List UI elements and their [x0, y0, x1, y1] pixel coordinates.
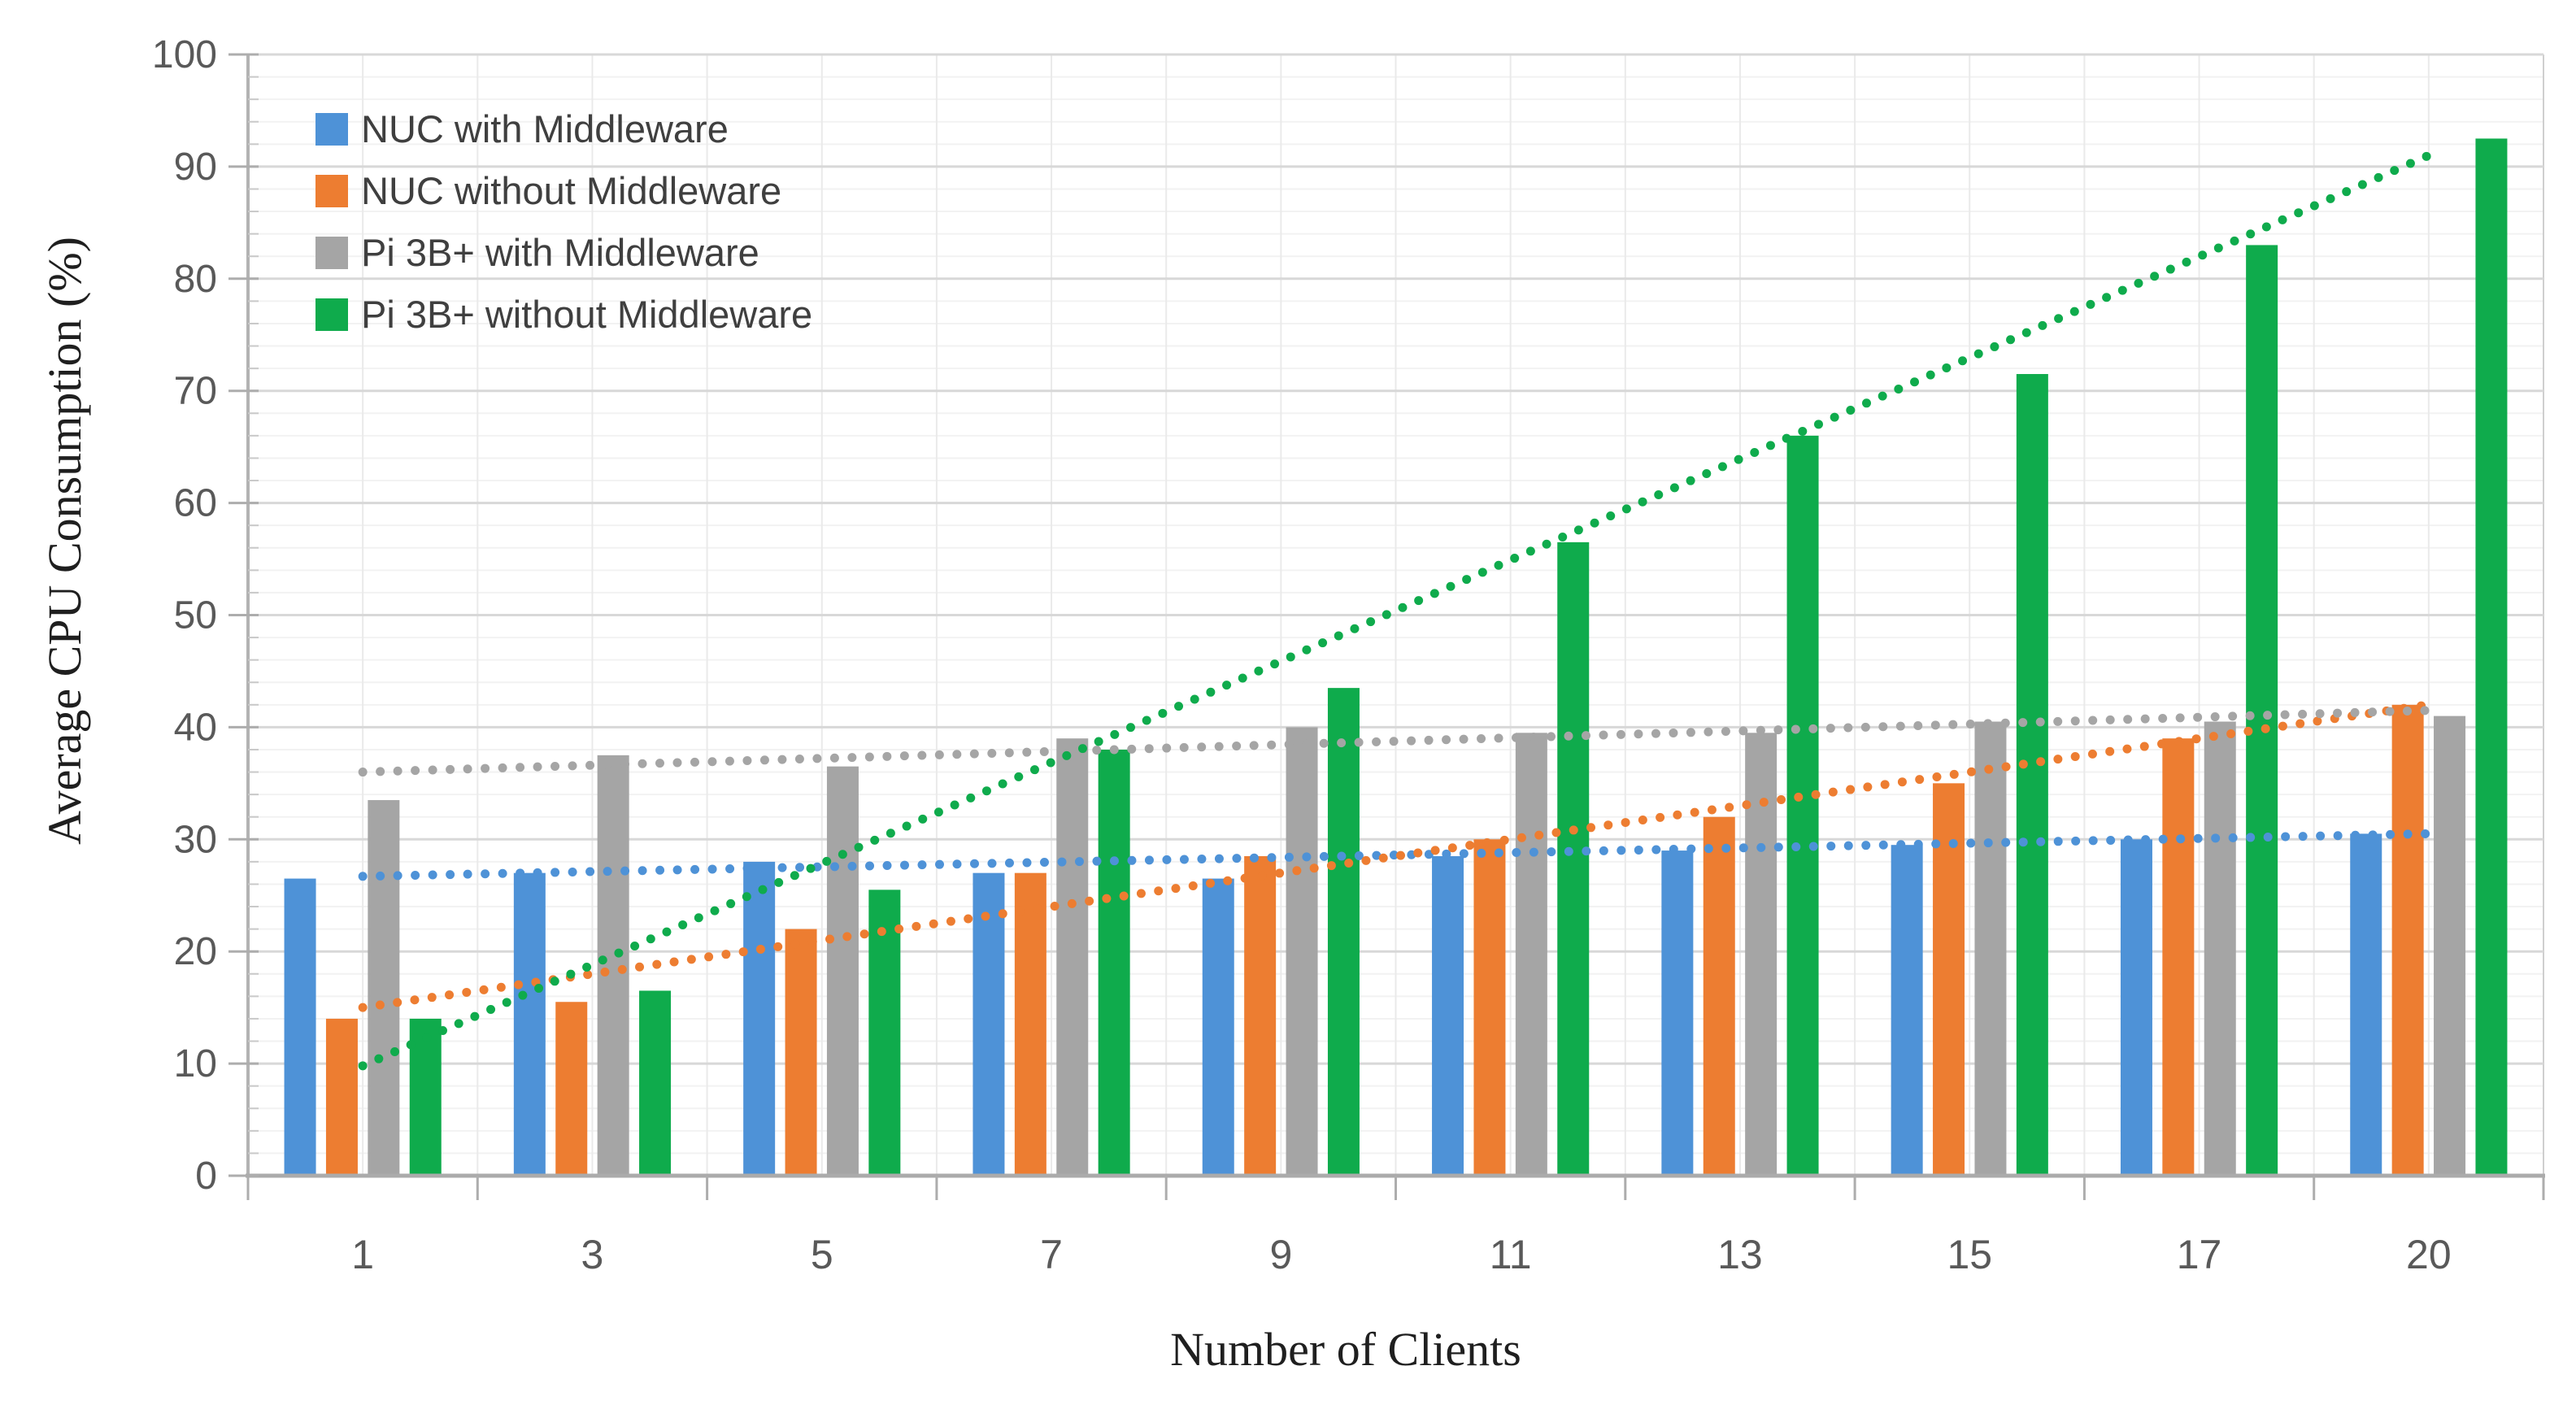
y-tick-label: 70 [174, 370, 217, 413]
y-tick-label: 30 [174, 818, 217, 861]
y-tick-label: 40 [174, 706, 217, 749]
bar-11-s1 [1473, 839, 1506, 1176]
trendline-s0 [358, 829, 2434, 881]
bar-9-s2 [1286, 727, 1318, 1176]
y-tick-label: 50 [174, 594, 217, 637]
bar-1-s2 [368, 800, 400, 1176]
bar-20-s0 [2350, 833, 2382, 1176]
legend-item: NUC without Middleware [315, 172, 812, 210]
legend-swatch-nuc-with-middleware [315, 113, 348, 146]
bar-5-s2 [826, 766, 859, 1176]
x-tick-label: 5 [811, 1232, 833, 1277]
legend-label: Pi 3B+ without Middleware [361, 293, 813, 336]
bar-9-s3 [1327, 688, 1360, 1176]
bar-11-s0 [1432, 855, 1464, 1176]
legend-swatch-pi3b-without-middleware [315, 298, 348, 331]
legend-item: NUC with Middleware [315, 107, 812, 150]
y-tick-label: 60 [174, 482, 217, 525]
legend-item: Pi 3B+ without Middleware [315, 293, 813, 336]
bar-3-s1 [555, 1002, 588, 1176]
bar-20-s3 [2475, 138, 2508, 1176]
bar-5-s1 [785, 929, 817, 1176]
x-axis-title: Number of Clients [1170, 1323, 1521, 1376]
bar-1-s1 [325, 1018, 358, 1176]
bar-3-s2 [597, 755, 629, 1176]
bar-15-s1 [1933, 783, 1965, 1176]
trendline-s2 [358, 706, 2434, 777]
legend-label: NUC with Middleware [361, 107, 729, 150]
legend-swatch-pi3b-with-middleware [315, 237, 348, 269]
bar-15-s2 [1974, 721, 2007, 1176]
legend-label: Pi 3B+ with Middleware [361, 231, 759, 274]
legend-label: NUC without Middleware [361, 169, 782, 212]
bar-7-s2 [1056, 738, 1089, 1176]
legend: NUC with Middleware NUC without Middlewa… [315, 107, 813, 358]
x-tick-label: 7 [1040, 1232, 1063, 1277]
bar-5-s3 [868, 890, 901, 1176]
bar-20-s2 [2434, 716, 2466, 1176]
bar-11-s2 [1515, 733, 1547, 1176]
bar-3-s3 [639, 990, 672, 1176]
x-tick-label: 3 [581, 1232, 604, 1277]
x-tick-label: 1 [351, 1232, 374, 1277]
bar-13-s3 [1786, 435, 1819, 1176]
bar-3-s0 [513, 872, 546, 1176]
x-tick-label: 17 [2177, 1232, 2222, 1277]
bar-17-s3 [2246, 245, 2278, 1177]
bar-5-s0 [743, 861, 776, 1176]
x-tick-label: 15 [1947, 1232, 1992, 1277]
bar-17-s1 [2162, 738, 2195, 1176]
bar-7-s3 [1098, 749, 1130, 1176]
bar-11-s3 [1557, 542, 1590, 1176]
x-tick-label: 13 [1717, 1232, 1763, 1277]
y-tick-label: 20 [174, 930, 217, 973]
x-tick-label: 11 [1490, 1232, 1532, 1277]
trendline-s1 [358, 700, 2434, 1012]
bar-7-s0 [973, 872, 1005, 1176]
y-tick-label: 10 [174, 1042, 217, 1085]
legend-item: Pi 3B+ with Middleware [315, 231, 812, 274]
y-tick-label: 80 [174, 258, 217, 301]
bar-17-s2 [2204, 721, 2236, 1176]
bar-15-s0 [1891, 845, 1923, 1176]
x-tick-label: 20 [2406, 1232, 2452, 1277]
bar-20-s1 [2391, 704, 2424, 1176]
x-tick-label: 9 [1269, 1232, 1292, 1277]
bar-15-s3 [2016, 374, 2048, 1176]
bar-13-s1 [1703, 816, 1735, 1176]
legend-swatch-nuc-without-middleware [315, 175, 348, 207]
y-tick-label: 0 [195, 1155, 217, 1198]
bar-9-s0 [1202, 878, 1234, 1176]
bar-9-s1 [1244, 855, 1277, 1176]
y-tick-label: 90 [174, 146, 217, 189]
bar-17-s0 [2120, 839, 2152, 1176]
y-tick-label: 100 [152, 33, 217, 76]
bar-13-s0 [1661, 850, 1694, 1176]
y-axis-title: Average CPU Consumption (%) [38, 237, 91, 845]
bar-7-s1 [1014, 872, 1046, 1176]
bar-1-s0 [284, 878, 316, 1176]
